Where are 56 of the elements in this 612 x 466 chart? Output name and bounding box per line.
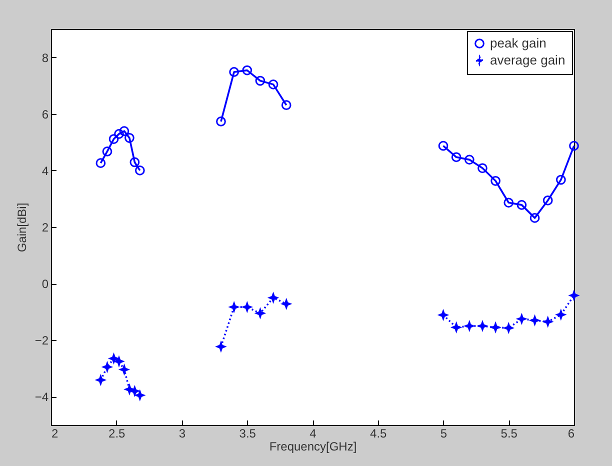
point	[478, 321, 488, 331]
point	[556, 310, 566, 320]
point	[438, 140, 448, 151]
y-tick-label: −2	[34, 334, 49, 348]
point	[530, 213, 540, 223]
point	[478, 163, 488, 174]
point	[451, 152, 462, 162]
point	[516, 200, 527, 210]
point	[504, 198, 514, 208]
x-tick-label: 4.5	[370, 426, 388, 440]
point	[569, 140, 579, 151]
point	[490, 322, 500, 332]
y-axis-title: Gain[dBi]	[14, 202, 29, 252]
x-tick-label: 5	[440, 426, 448, 440]
x-tick-label: 2	[52, 426, 58, 440]
point	[569, 290, 579, 300]
y-tick-label: 8	[42, 50, 49, 65]
x-tick-label: 6	[568, 426, 575, 440]
legend-label: average gain	[490, 52, 566, 68]
point	[96, 158, 106, 168]
point	[120, 364, 129, 374]
point	[542, 195, 553, 206]
point	[109, 354, 118, 364]
x-tick-label: 3	[178, 426, 186, 440]
point	[102, 146, 112, 156]
point	[124, 132, 134, 143]
y-tick-label: 6	[42, 107, 49, 122]
point	[102, 362, 112, 372]
x-tick-label: 5.5	[500, 426, 518, 440]
legend-label: peak gain	[490, 36, 546, 50]
point	[438, 310, 448, 320]
point	[452, 322, 461, 332]
point	[130, 386, 140, 396]
point	[114, 356, 124, 366]
y-tick-label: 2	[42, 220, 49, 234]
point	[119, 126, 130, 136]
point	[464, 321, 474, 331]
y-tick-label: −4	[34, 390, 49, 404]
point	[134, 166, 145, 176]
x-tick-label: 4	[310, 426, 317, 440]
point	[124, 384, 134, 394]
point	[135, 390, 145, 400]
point	[96, 375, 106, 385]
x-tick-label: 2.5	[108, 426, 126, 440]
y-tick-label: 4	[42, 164, 49, 178]
point	[504, 323, 514, 333]
point	[130, 157, 140, 168]
point	[490, 176, 500, 186]
point	[464, 154, 474, 165]
point	[556, 174, 566, 185]
point	[517, 314, 526, 324]
y-tick-label: 0	[42, 277, 49, 292]
point	[114, 129, 124, 139]
point	[108, 134, 119, 144]
x-tick-label: 3.5	[239, 426, 256, 440]
x-axis-title: Frequency[GHz]	[269, 440, 357, 454]
